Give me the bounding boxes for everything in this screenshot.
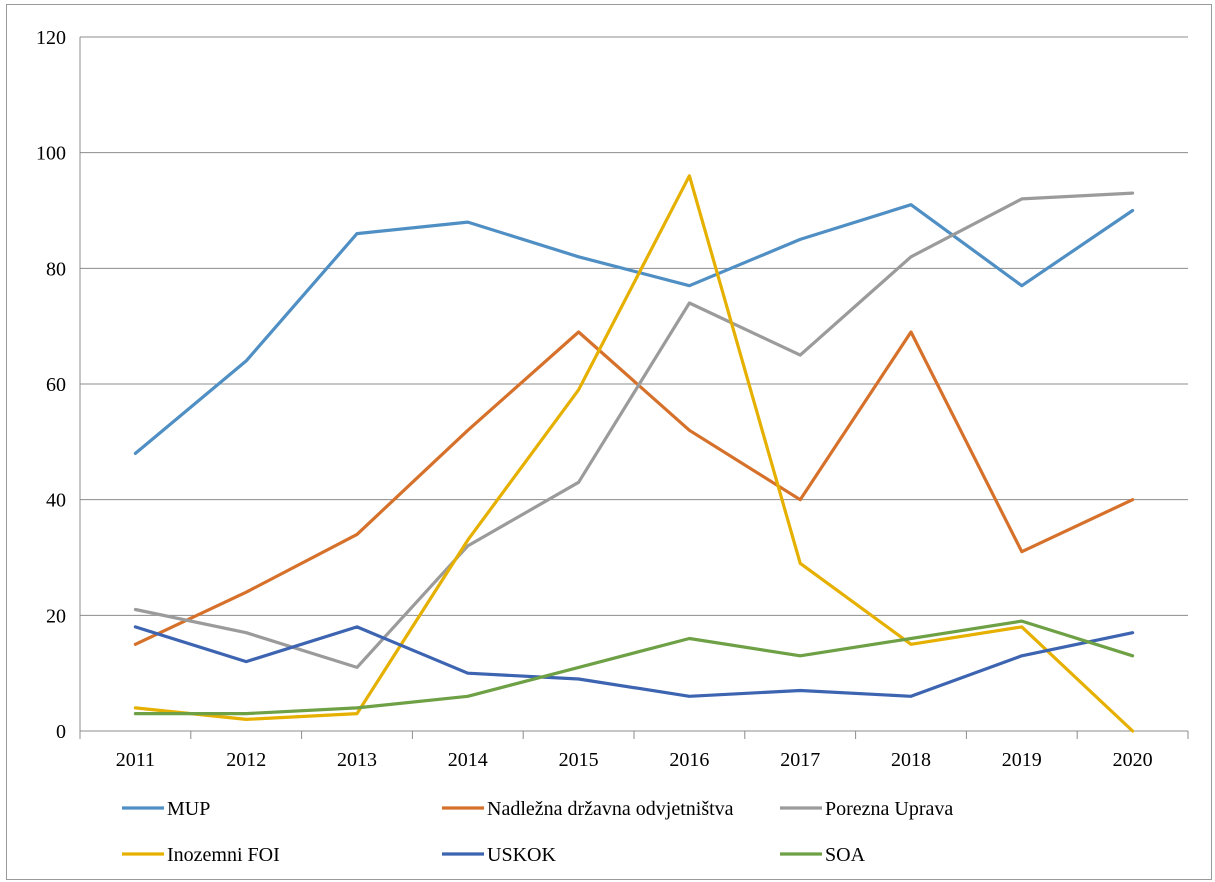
legend-label: Inozemni FOI	[167, 844, 280, 866]
x-tick-label: 2012	[226, 749, 266, 771]
y-tick-label: 80	[46, 258, 66, 280]
x-tick-label: 2014	[448, 749, 488, 771]
legend-label: SOA	[825, 844, 866, 866]
y-tick-label: 120	[36, 27, 66, 49]
y-tick-label: 40	[46, 490, 66, 512]
x-tick-label: 2020	[1113, 749, 1153, 771]
series-line-6	[133, 619, 1135, 716]
y-tick-label: 20	[46, 605, 66, 627]
y-tick-label: 0	[56, 721, 66, 743]
series-line-5	[133, 625, 1135, 698]
series-line-4	[133, 174, 1135, 733]
x-tick-label: 2019	[1002, 749, 1042, 771]
x-tick-label: 2016	[669, 749, 709, 771]
x-tick-label: 2017	[780, 749, 820, 771]
y-tick-label: 100	[36, 143, 66, 165]
y-tick-label: 60	[46, 374, 66, 396]
legend-label: USKOK	[487, 844, 556, 866]
series-line-1	[133, 203, 1135, 455]
x-tick-label: 2015	[559, 749, 599, 771]
legend-label: MUP	[167, 798, 210, 820]
legend-label: Porezna Uprava	[825, 798, 953, 820]
x-tick-label: 2018	[891, 749, 931, 771]
chart-frame	[6, 4, 1212, 880]
series-line-3	[133, 191, 1135, 670]
x-tick-label: 2011	[116, 749, 155, 771]
legend-label: Nadležna državna odvjetništva	[487, 798, 734, 820]
x-tick-label: 2013	[337, 749, 377, 771]
series-line-2	[133, 330, 1135, 646]
